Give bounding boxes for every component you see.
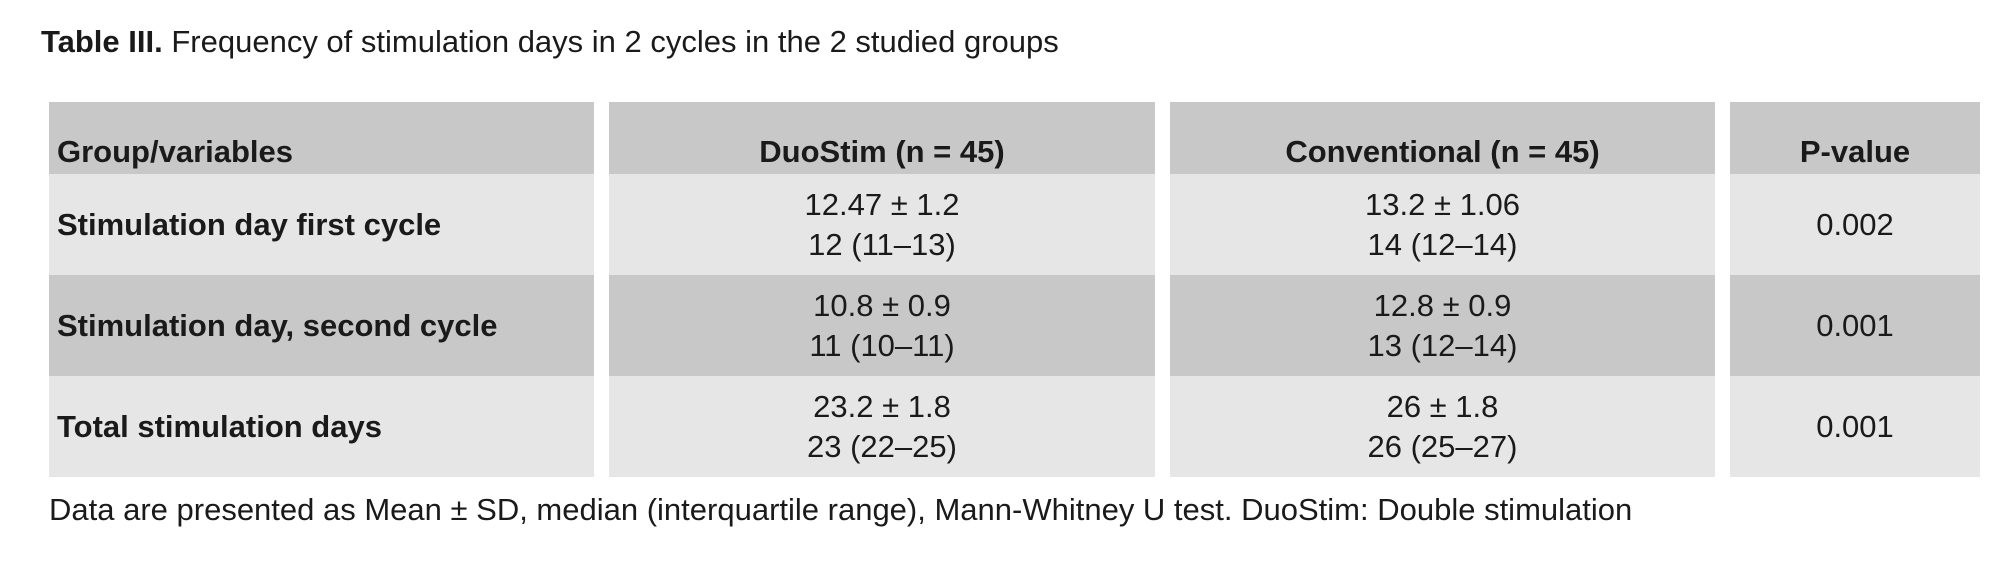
table-cell: 13.2 ± 1.06 14 (12–14) [1170,174,1715,275]
cell-line: 11 (10–11) [809,327,955,363]
cell-line: 26 (25–27) [1367,428,1518,464]
row-label: Stimulation day, second cycle [49,275,594,376]
caption-text: Frequency of stimulation days in 2 cycle… [171,24,1059,59]
table-cell: 0.002 [1730,174,1980,275]
table-row: Stimulation day, second cycle 10.8 ± 0.9 1… [49,275,1980,376]
column-header: P-value [1730,102,1980,174]
table-row: Total stimulation days 23.2 ± 1.8 23 (22–2… [49,376,1980,477]
cell-line: 23.2 ± 1.8 [813,388,951,424]
table-cell: 0.001 [1730,275,1980,376]
cell-line: 23 (22–25) [807,428,957,464]
table: Group/variables DuoStim (n = 45) Conventio… [34,102,1995,477]
table-cell: 23.2 ± 1.8 23 (22–25) [609,376,1155,477]
caption: Table III. Frequency of stimulation days… [41,24,1059,60]
cell-line: 14 (12–14) [1367,226,1518,262]
table-body: Stimulation day first cycle 12.47 ± 1.2 12… [49,174,1980,477]
column-header: Group/variables [49,102,594,174]
cell-line: 13 (12–14) [1367,327,1518,363]
cell-line: 26 ± 1.8 [1386,388,1499,424]
column-header: Conventional (n = 45) [1170,102,1715,174]
table-cell: 12.8 ± 0.9 13 (12–14) [1170,275,1715,376]
header-row: Group/variables DuoStim (n = 45) Conventio… [49,102,1980,174]
row-label: Total stimulation days [49,376,594,477]
footnote: Data are presented as Mean ± SD, median … [49,492,1633,527]
row-label: Stimulation day first cycle [49,174,594,275]
caption-label: Table III. [41,24,163,59]
cell-line: 13.2 ± 1.06 [1365,186,1520,222]
table-cell: 10.8 ± 0.9 11 (10–11) [609,275,1155,376]
table-cell: 0.001 [1730,376,1980,477]
table-row: Stimulation day first cycle 12.47 ± 1.2 12… [49,174,1980,275]
cell-line: 12.47 ± 1.2 [804,186,960,222]
cell-line: 10.8 ± 0.9 [813,287,951,323]
cell-line: 12 (11–13) [808,226,956,262]
column-header: DuoStim (n = 45) [609,102,1155,174]
table-cell: 26 ± 1.8 26 (25–27) [1170,376,1715,477]
table-cell: 12.47 ± 1.2 12 (11–13) [609,174,1155,275]
cell-line: 12.8 ± 0.9 [1373,287,1512,323]
